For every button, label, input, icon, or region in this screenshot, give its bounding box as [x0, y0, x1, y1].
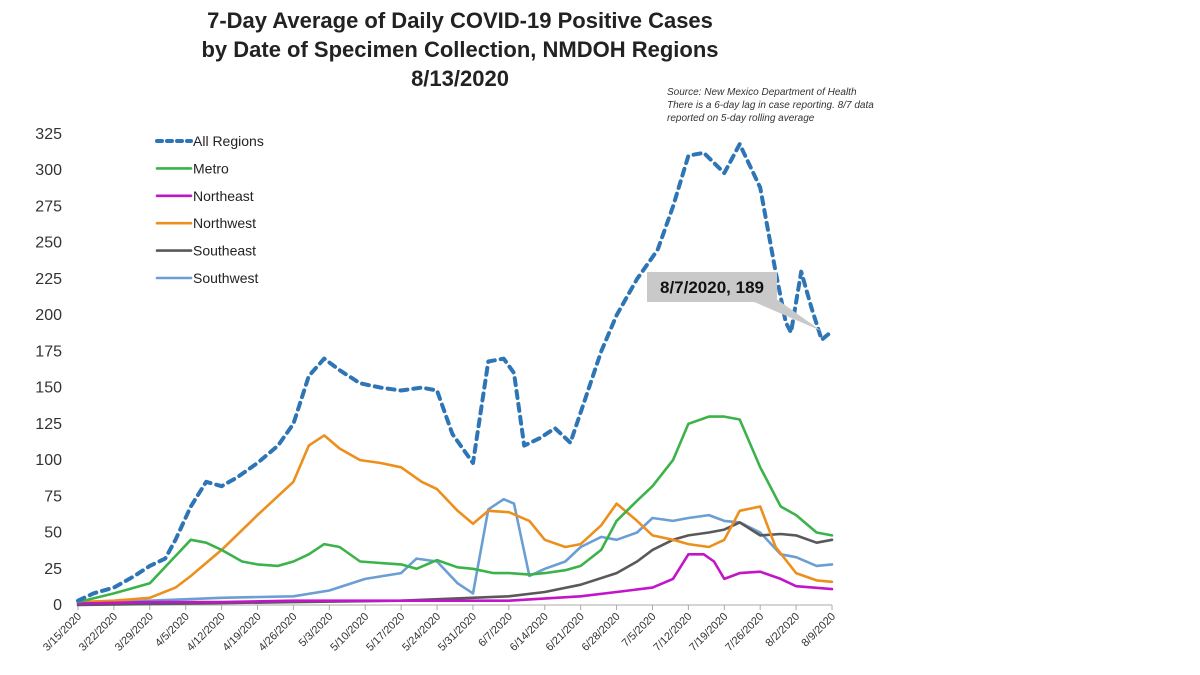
callout-box	[647, 272, 777, 302]
y-tick-label: 225	[35, 271, 62, 288]
series-line-metro	[76, 415, 834, 604]
callout-label: 8/7/2020, 189	[660, 278, 764, 297]
legend-label: Southwest	[193, 270, 258, 286]
y-tick-label: 150	[35, 380, 62, 397]
y-tick-label: 75	[44, 488, 62, 505]
x-tick-label: 5/31/2020	[436, 611, 479, 654]
source-note-line-2: There is a 6-day lag in case reporting. …	[667, 100, 874, 111]
x-tick-label: 4/26/2020	[256, 611, 299, 654]
legend-label: Northeast	[193, 188, 254, 204]
source-note: Source: New Mexico Department of Health …	[667, 86, 927, 125]
legend-label: All Regions	[193, 133, 264, 149]
x-tick-label: 8/2/2020	[763, 611, 802, 650]
chart-title-line-1: 7-Day Average of Daily COVID-19 Positive…	[207, 8, 713, 33]
legend-label: Northwest	[193, 215, 256, 231]
series-line-southwest	[76, 497, 834, 605]
series-line-all-regions	[76, 142, 834, 603]
chart-title-line-3: 8/13/2020	[411, 66, 509, 91]
y-tick-label: 250	[35, 235, 62, 252]
y-tick-label: 200	[35, 307, 62, 324]
source-note-line-3: reported on 5-day rolling average	[667, 113, 815, 124]
y-tick-label: 100	[35, 452, 62, 469]
chart-title-line-2: by Date of Specimen Collection, NMDOH Re…	[201, 37, 719, 62]
series-line-southeast	[76, 521, 834, 607]
x-tick-label: 7/26/2020	[723, 611, 766, 654]
legend: All Regions Metro Northeast Northwest Southe…	[155, 133, 264, 286]
series-line-northwest	[76, 434, 834, 604]
y-tick-label: 325	[35, 126, 62, 143]
chart-axes: 02550751001251501752002252502753003253/1…	[35, 126, 838, 654]
x-tick-label: 8/9/2020	[799, 611, 838, 650]
y-tick-label: 25	[44, 561, 62, 578]
x-tick-label: 6/28/2020	[580, 611, 623, 654]
y-tick-label: 275	[35, 198, 62, 215]
legend-label: Metro	[193, 160, 229, 176]
y-tick-label: 175	[35, 343, 62, 360]
source-note-line-1: Source: New Mexico Department of Health	[667, 87, 857, 98]
chart-title: 7-Day Average of Daily COVID-19 Positive…	[150, 6, 770, 93]
series-layer	[76, 142, 834, 607]
series-line-northeast	[76, 553, 834, 605]
y-tick-label: 0	[53, 597, 62, 614]
y-tick-label: 300	[35, 162, 62, 179]
x-tick-label: 3/29/2020	[113, 611, 156, 654]
callout-pointer	[745, 298, 822, 332]
y-tick-label: 50	[44, 525, 62, 542]
legend-label: Southeast	[193, 243, 256, 259]
annotation-callout: 8/7/2020, 189	[647, 272, 822, 332]
y-tick-label: 125	[35, 416, 62, 433]
